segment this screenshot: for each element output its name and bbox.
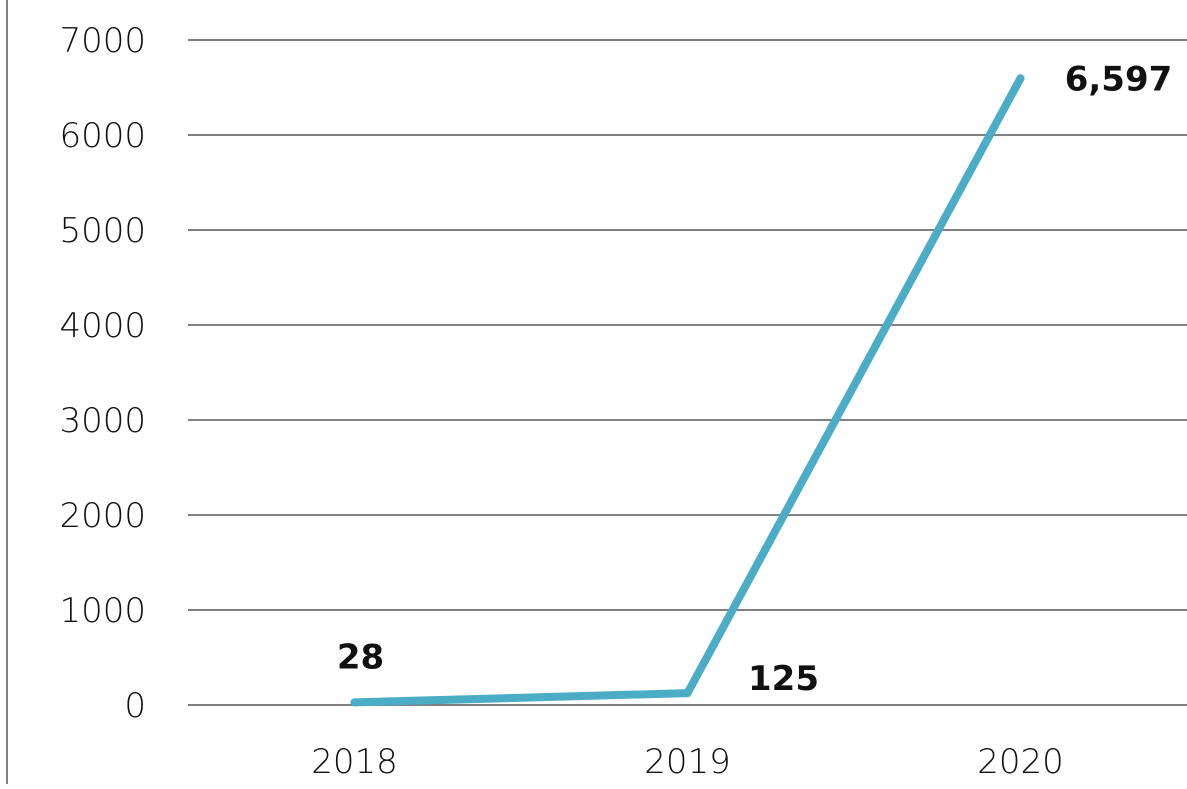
x-tick-label-2019: 2019 (644, 742, 731, 782)
y-tick-label-1000: 1000 (59, 591, 146, 631)
gridlines (188, 39, 1187, 706)
y-tick-label-2000: 2000 (59, 496, 146, 536)
data-point-2020 (1016, 74, 1025, 83)
y-tick-label-7000: 7000 (59, 21, 146, 61)
y-axis-tick-labels: 0 1000 2000 3000 4000 5000 6000 7000 (59, 21, 146, 726)
y-tick-label-4000: 4000 (59, 306, 146, 346)
data-labels: 28 125 6,597 (337, 59, 1172, 699)
data-label-2019: 125 (748, 659, 819, 699)
x-axis-tick-labels: 2018 2019 2020 (311, 742, 1064, 782)
data-label-2018: 28 (337, 637, 384, 677)
y-tick-label-0: 0 (124, 686, 146, 726)
y-tick-label-6000: 6000 (59, 116, 146, 156)
x-tick-label-2020: 2020 (977, 742, 1064, 782)
data-point-2018 (350, 698, 359, 707)
chart-left-border (0, 0, 8, 784)
data-label-2020: 6,597 (1065, 59, 1173, 99)
y-tick-label-3000: 3000 (59, 401, 146, 441)
series-line-0 (350, 74, 1025, 707)
x-tick-label-2018: 2018 (311, 742, 398, 782)
series-layer (350, 74, 1025, 707)
y-tick-label-5000: 5000 (59, 211, 146, 251)
data-point-2019 (683, 689, 692, 698)
